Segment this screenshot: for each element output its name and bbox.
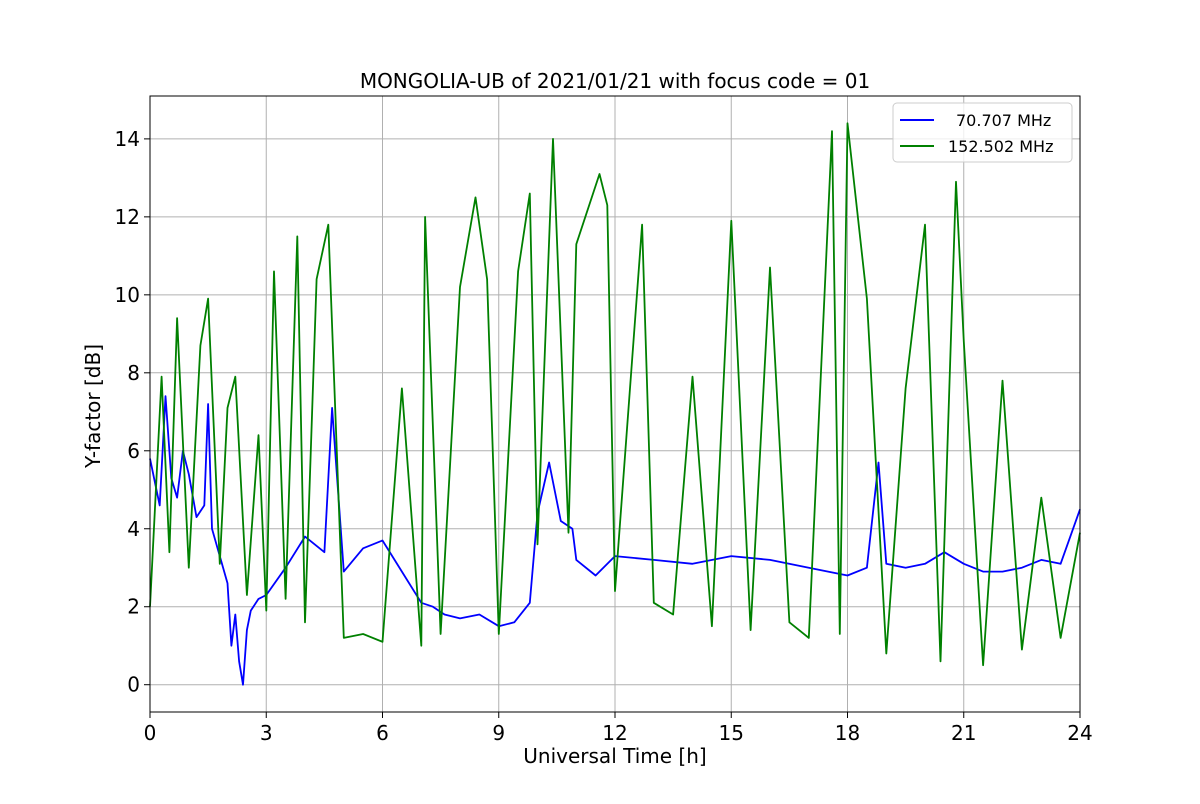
y-tick-label: 2 <box>127 595 140 619</box>
y-tick-label: 4 <box>127 517 140 541</box>
legend-label-70mhz: 70.707 MHz <box>956 111 1051 130</box>
legend: 70.707 MHz 152.502 MHz <box>892 102 1073 163</box>
y-tick-label: 6 <box>127 439 140 463</box>
y-tick-label: 10 <box>115 283 140 307</box>
x-tick-label: 18 <box>835 721 860 745</box>
series-line-0 <box>149 395 1081 686</box>
series-line-1 <box>149 122 1081 667</box>
legend-box <box>892 102 1073 163</box>
x-axis-ticks: 0 3 6 9 12 15 18 21 24 <box>144 712 1093 745</box>
x-tick-label: 12 <box>602 721 627 745</box>
legend-label-152mhz: 152.502 MHz <box>948 137 1053 156</box>
x-tick-label: 6 <box>376 721 389 745</box>
chart-title: MONGOLIA-UB of 2021/01/21 with focus cod… <box>360 69 870 93</box>
x-tick-label: 21 <box>951 721 976 745</box>
x-tick-label: 0 <box>144 721 157 745</box>
x-tick-label: 3 <box>260 721 273 745</box>
x-tick-label: 24 <box>1067 721 1092 745</box>
y-tick-label: 8 <box>127 361 140 385</box>
x-axis-label: Universal Time [h] <box>523 744 706 768</box>
y-tick-label: 0 <box>127 673 140 697</box>
grid-lines <box>149 96 1081 712</box>
series-layer <box>149 122 1081 686</box>
x-tick-label: 15 <box>719 721 744 745</box>
y-axis-ticks: 0 2 4 6 8 10 12 14 <box>115 127 150 697</box>
y-tick-label: 12 <box>115 205 140 229</box>
y-tick-label: 14 <box>115 127 140 151</box>
y-axis-label: Y-factor [dB] <box>81 344 105 469</box>
x-tick-label: 9 <box>492 721 505 745</box>
